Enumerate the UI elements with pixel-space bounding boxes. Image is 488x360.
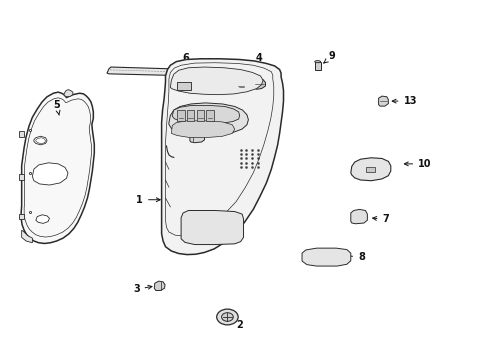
- Bar: [19, 131, 23, 137]
- Bar: [314, 62, 320, 69]
- Bar: [196, 110, 203, 121]
- Bar: [366, 167, 374, 172]
- Polygon shape: [64, 90, 73, 97]
- Polygon shape: [36, 215, 49, 224]
- Polygon shape: [168, 103, 248, 136]
- Circle shape: [216, 309, 238, 325]
- Text: 10: 10: [404, 159, 431, 169]
- Text: 3: 3: [133, 284, 152, 294]
- Polygon shape: [154, 281, 164, 291]
- Text: 1: 1: [136, 195, 160, 205]
- Ellipse shape: [314, 60, 320, 63]
- Polygon shape: [350, 210, 366, 224]
- Text: 6: 6: [182, 53, 193, 68]
- Text: 5: 5: [53, 100, 60, 115]
- Text: 9: 9: [323, 51, 335, 63]
- Polygon shape: [172, 105, 239, 124]
- Bar: [177, 82, 190, 90]
- Polygon shape: [32, 163, 68, 185]
- Polygon shape: [378, 96, 387, 106]
- Bar: [19, 174, 23, 180]
- Text: 12: 12: [167, 130, 186, 140]
- Polygon shape: [302, 248, 350, 266]
- Bar: [177, 110, 184, 121]
- Polygon shape: [21, 92, 94, 243]
- Circle shape: [221, 313, 233, 321]
- Polygon shape: [34, 136, 47, 145]
- Text: 2: 2: [229, 319, 243, 330]
- Text: 4: 4: [255, 53, 262, 69]
- Polygon shape: [21, 230, 32, 243]
- Bar: [186, 110, 194, 121]
- Bar: [206, 110, 213, 121]
- Polygon shape: [189, 131, 204, 143]
- Bar: [177, 82, 190, 90]
- Text: 11: 11: [215, 82, 235, 92]
- Text: 8: 8: [345, 252, 364, 262]
- Polygon shape: [107, 67, 199, 76]
- Polygon shape: [235, 82, 246, 90]
- Text: 7: 7: [372, 215, 388, 224]
- Polygon shape: [253, 79, 265, 89]
- Polygon shape: [350, 158, 390, 181]
- Polygon shape: [181, 211, 243, 244]
- Polygon shape: [171, 121, 234, 138]
- Bar: [19, 214, 23, 220]
- Polygon shape: [170, 67, 263, 95]
- Text: 13: 13: [391, 96, 416, 106]
- Polygon shape: [161, 59, 283, 255]
